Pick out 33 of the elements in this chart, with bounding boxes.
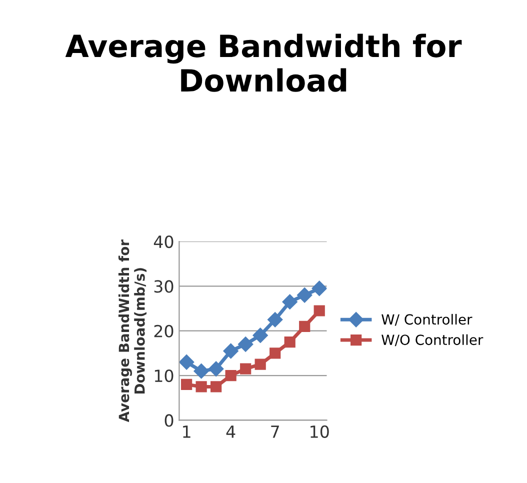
- point: [252, 328, 268, 343]
- x-tick-label: 1: [183, 426, 190, 438]
- y-tick-label: 30: [154, 280, 174, 293]
- legend-label: W/ Controller: [382, 314, 472, 326]
- y-axis-title: Average BandWidth for Download(mb/s): [118, 240, 146, 422]
- y-tick-label: 40: [154, 235, 174, 248]
- y-tick-label: 0: [164, 414, 174, 427]
- point: [268, 312, 283, 328]
- y-tick-label: 10: [154, 369, 174, 382]
- point: [312, 280, 327, 296]
- point: [208, 361, 224, 376]
- point: [240, 363, 252, 374]
- point: [314, 305, 325, 316]
- point: [223, 343, 238, 359]
- x-tick-label: 7: [271, 426, 279, 438]
- point: [225, 370, 236, 382]
- point: [282, 294, 298, 310]
- point: [299, 320, 310, 332]
- point: [284, 336, 296, 348]
- point: [179, 354, 194, 370]
- chart-title: Average Bandwidth for Download: [65, 34, 462, 92]
- legend-label: W/O Controller: [382, 334, 484, 346]
- x-tick-label: 10: [310, 425, 329, 438]
- point: [210, 381, 222, 392]
- y-tick-label: 20: [154, 324, 174, 338]
- point: [194, 363, 209, 379]
- point: [297, 288, 312, 303]
- point: [270, 348, 281, 359]
- point: [254, 358, 266, 370]
- point: [238, 336, 254, 352]
- x-tick-label: 4: [226, 426, 236, 438]
- point: [181, 378, 192, 390]
- point: [196, 381, 207, 392]
